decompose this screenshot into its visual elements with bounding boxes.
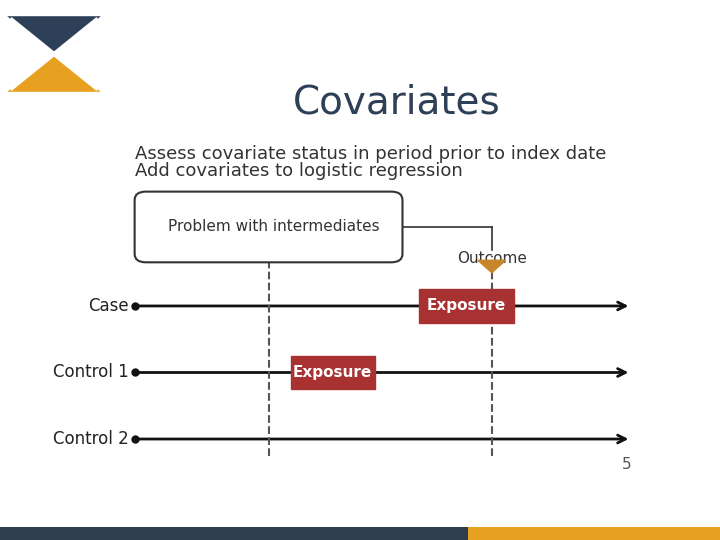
Bar <box>468 526 720 540</box>
Polygon shape <box>478 260 505 273</box>
Text: 5: 5 <box>621 457 631 472</box>
Polygon shape <box>7 54 101 92</box>
Text: Assess covariate status in period prior to index date: Assess covariate status in period prior … <box>135 145 606 163</box>
Text: Control 1: Control 1 <box>53 363 129 381</box>
Text: Add covariates to logistic regression: Add covariates to logistic regression <box>135 162 462 180</box>
Polygon shape <box>7 16 101 54</box>
FancyBboxPatch shape <box>419 289 514 322</box>
FancyBboxPatch shape <box>291 356 374 389</box>
Text: Covariates: Covariates <box>293 83 501 121</box>
Text: Problem with intermediates: Problem with intermediates <box>168 219 379 234</box>
Text: Exposure: Exposure <box>427 299 506 313</box>
Bar <box>0 526 468 540</box>
Text: Outcome: Outcome <box>456 251 527 266</box>
Text: Control 2: Control 2 <box>53 430 129 448</box>
Text: Case: Case <box>89 297 129 315</box>
FancyBboxPatch shape <box>135 192 402 262</box>
Text: Exposure: Exposure <box>293 365 372 380</box>
